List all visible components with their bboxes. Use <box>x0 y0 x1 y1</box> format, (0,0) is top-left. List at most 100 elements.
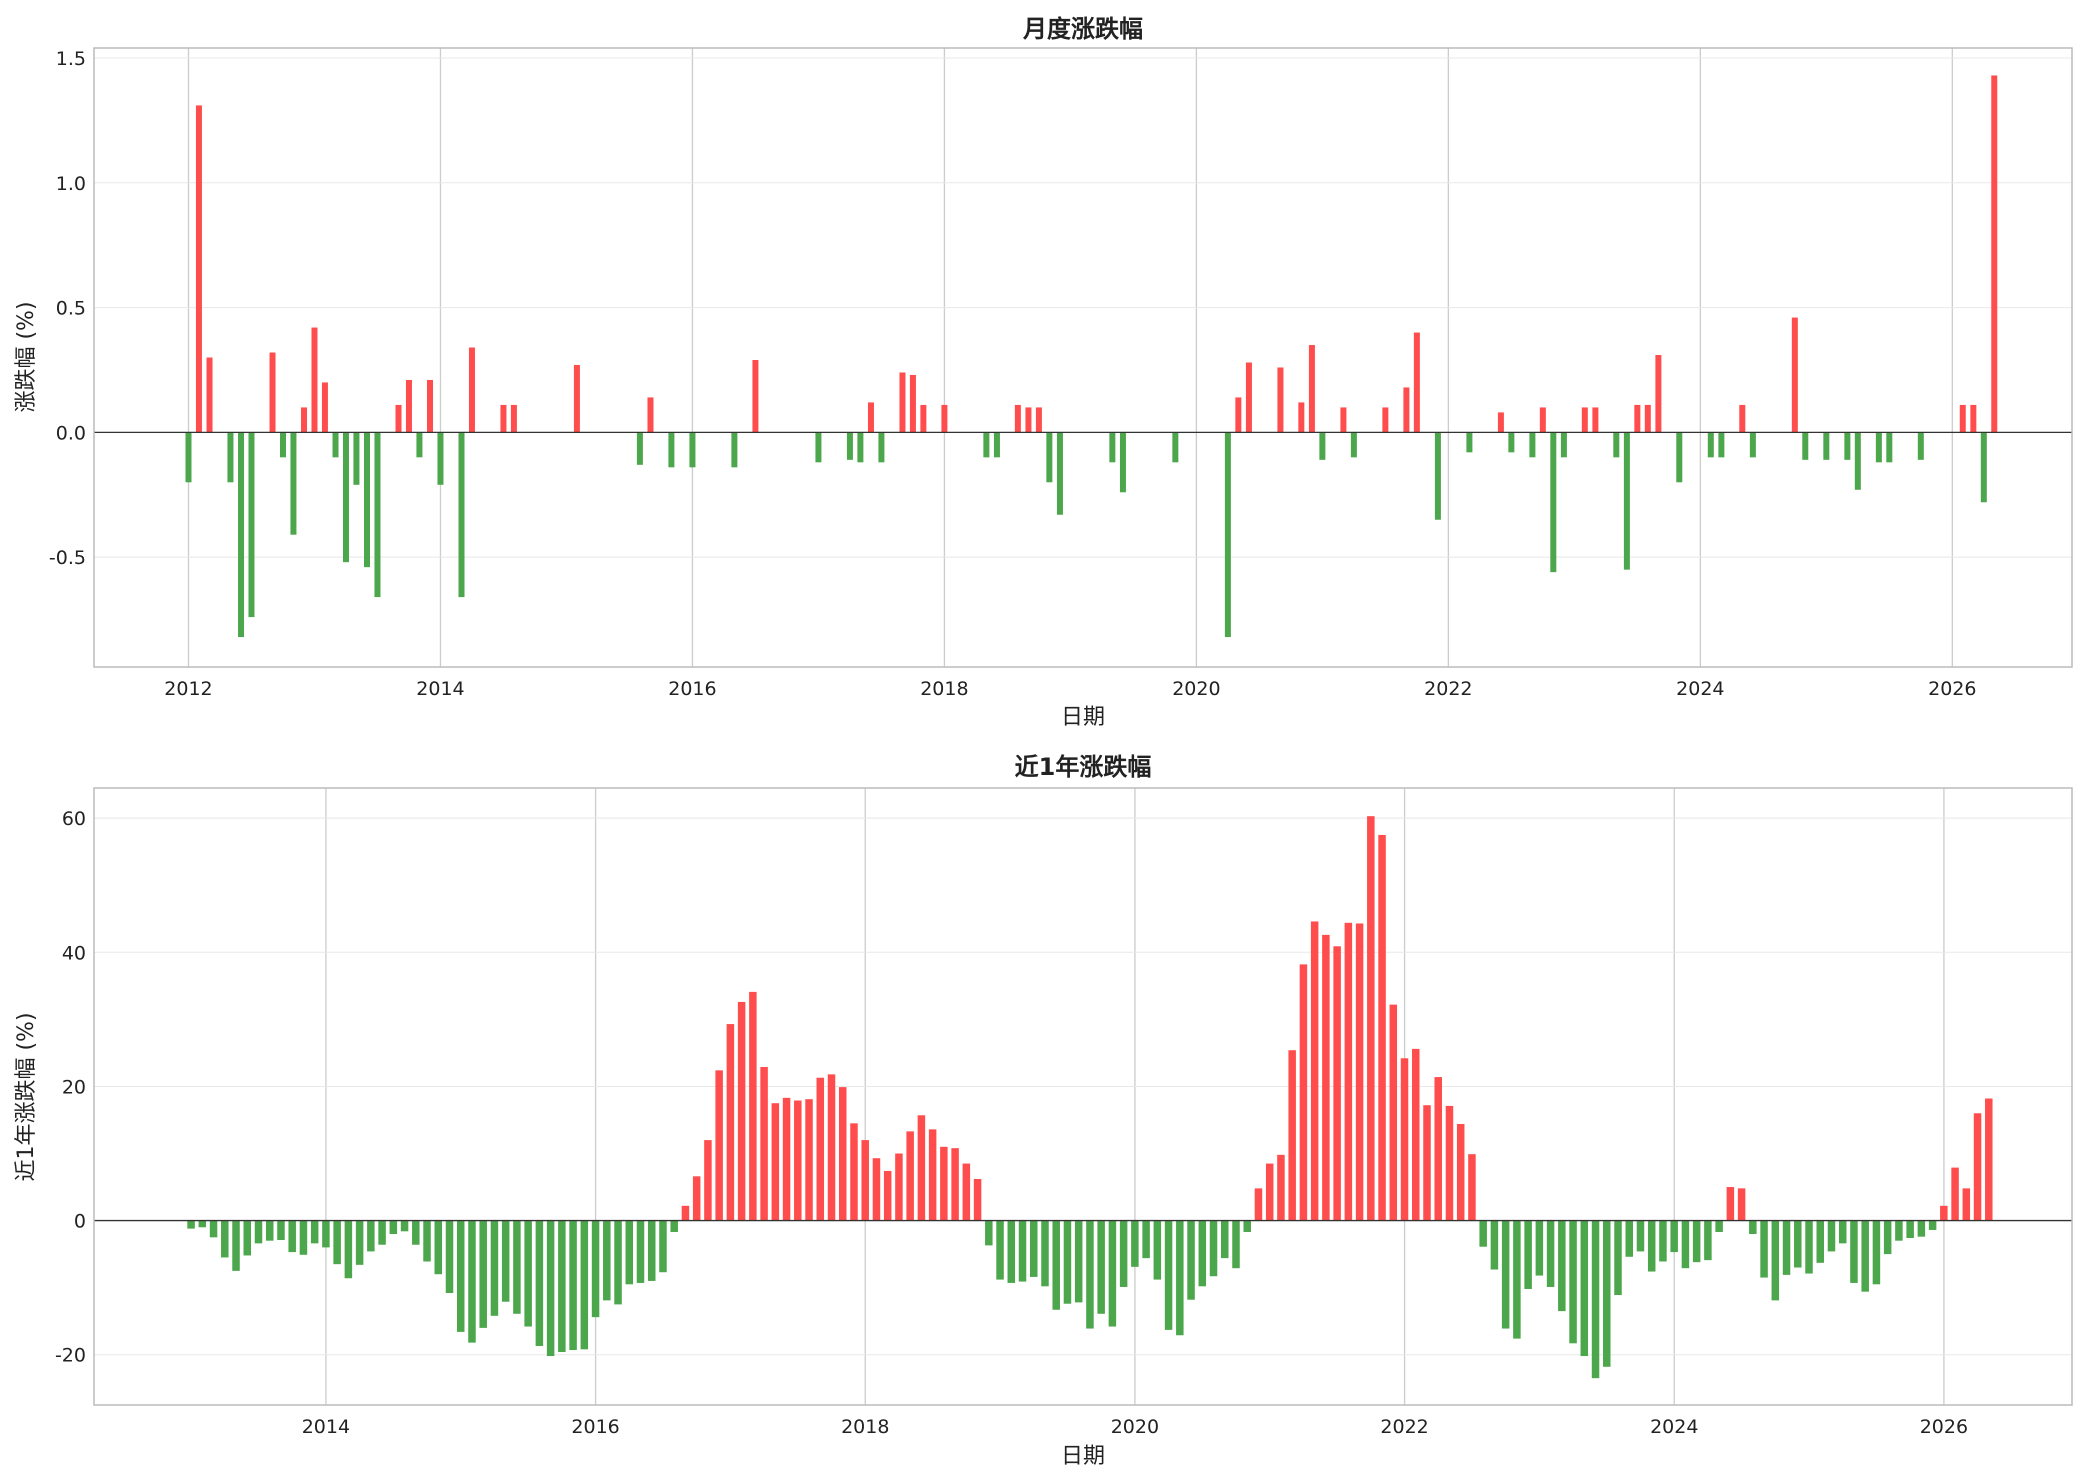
bar <box>603 1220 611 1301</box>
bar <box>1644 404 1651 433</box>
bar <box>1046 432 1053 483</box>
bar <box>941 404 948 433</box>
bar <box>1198 1220 1207 1287</box>
bar <box>794 1100 802 1221</box>
bar <box>378 1220 386 1245</box>
bar <box>389 1220 398 1234</box>
x-tick-label: 2022 <box>1424 678 1472 700</box>
x-tick-label: 2012 <box>164 678 212 700</box>
bar <box>238 432 245 638</box>
bar <box>1704 1220 1712 1261</box>
bar <box>827 1074 836 1221</box>
bar <box>310 1220 319 1244</box>
bar <box>1131 1220 1139 1267</box>
bar <box>1007 1220 1016 1283</box>
bar <box>1917 432 1924 460</box>
bar <box>427 379 434 433</box>
bar <box>405 379 412 433</box>
bar <box>1707 432 1714 458</box>
x-tick-label: 2024 <box>1650 1416 1698 1438</box>
y-tick-label: 1.0 <box>56 173 86 195</box>
bar <box>513 1220 521 1314</box>
bar <box>1277 1154 1285 1221</box>
bar <box>1224 432 1231 638</box>
bar <box>1254 1188 1263 1221</box>
bar <box>400 1220 409 1232</box>
bar <box>290 432 297 535</box>
bar <box>1501 1220 1510 1329</box>
bar <box>1655 355 1662 433</box>
bar <box>1715 1220 1723 1232</box>
bar <box>1546 1220 1555 1287</box>
bar <box>861 1140 869 1221</box>
bar <box>1243 1220 1251 1232</box>
bar <box>501 1220 510 1302</box>
bar <box>1176 1220 1184 1336</box>
bar <box>1119 432 1126 493</box>
bar <box>1423 1105 1431 1221</box>
bar <box>580 1220 589 1350</box>
x-tick-label: 2018 <box>920 678 968 700</box>
bar <box>1539 407 1546 433</box>
bar <box>1550 432 1557 573</box>
bar <box>1883 1220 1892 1255</box>
bar <box>479 1220 487 1328</box>
bar <box>1232 1220 1240 1269</box>
bar <box>1823 432 1830 460</box>
bar <box>940 1146 948 1221</box>
bar <box>838 1087 847 1221</box>
bar <box>1917 1220 1926 1237</box>
bar <box>1052 1220 1060 1310</box>
bar <box>1209 1220 1218 1277</box>
bar <box>558 1220 566 1353</box>
bar <box>1164 1220 1173 1330</box>
bar <box>1962 1188 1971 1221</box>
bar <box>996 1220 1004 1280</box>
bar <box>1985 1098 1993 1221</box>
bar <box>209 1220 218 1238</box>
bar <box>715 1070 723 1221</box>
bar <box>1739 404 1746 433</box>
bar <box>1310 921 1319 1221</box>
bar <box>1412 1048 1420 1221</box>
bar <box>1535 1220 1544 1276</box>
bar <box>1299 964 1308 1221</box>
x-tick-label: 2020 <box>1172 678 1220 700</box>
bar <box>1737 1188 1746 1221</box>
bar <box>367 1220 375 1252</box>
bar <box>1681 1220 1690 1269</box>
bar <box>353 432 360 485</box>
bar <box>1749 432 1756 458</box>
bar <box>374 432 381 598</box>
bar <box>1041 1220 1049 1287</box>
bar <box>423 1220 431 1262</box>
bar <box>1445 1105 1454 1221</box>
bar <box>909 374 916 433</box>
bar <box>1378 834 1386 1221</box>
bar <box>1940 1205 1948 1221</box>
bar <box>636 432 643 465</box>
bar <box>395 404 402 433</box>
bar <box>1322 934 1330 1221</box>
bar <box>546 1220 555 1357</box>
x-axis-label: 日期 <box>1061 705 1105 730</box>
bar <box>985 1220 993 1246</box>
bar <box>510 404 517 433</box>
bar <box>591 1220 600 1318</box>
bar <box>195 105 202 433</box>
bar <box>670 1220 678 1232</box>
y-axis-label: 近1年涨跌幅 (%) <box>14 1012 39 1181</box>
bar <box>1298 402 1305 433</box>
bar <box>1355 923 1364 1221</box>
bar <box>185 432 192 483</box>
bar <box>227 432 234 483</box>
bar <box>704 1140 712 1221</box>
bar <box>1726 1187 1735 1221</box>
annual-change-chart: 近1年涨跌幅 2014 2016 2018 2020 2022 2024 2026 -20 0… <box>14 753 2073 1469</box>
bar <box>1580 1220 1589 1357</box>
bar <box>846 432 853 460</box>
bar <box>1794 1220 1802 1268</box>
bar <box>1367 816 1375 1221</box>
bar <box>1400 1058 1409 1221</box>
bar <box>1056 432 1063 515</box>
